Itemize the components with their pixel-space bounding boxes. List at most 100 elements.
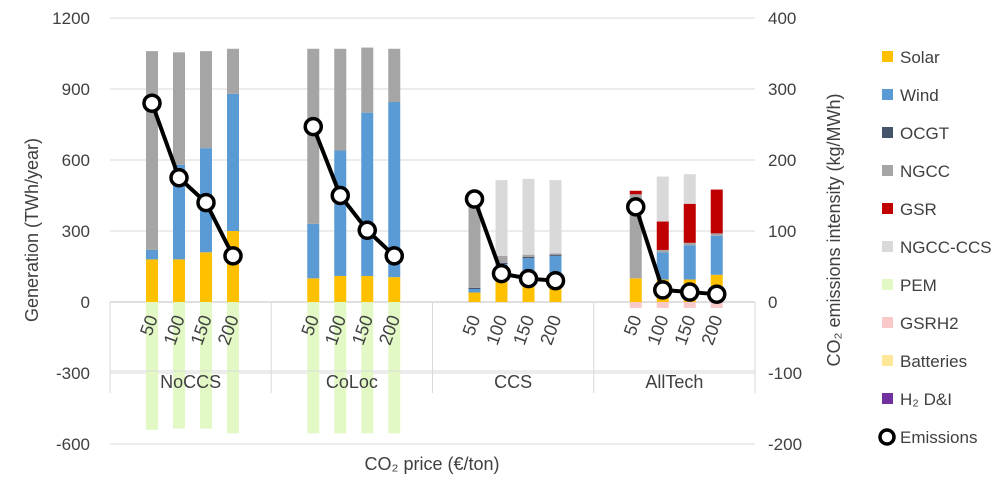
- bar-segment-ocgt: [495, 262, 508, 265]
- bar-segment-solar: [227, 231, 239, 302]
- bar-segment-gsrh2: [710, 302, 723, 308]
- stacked-bars: [146, 47, 723, 434]
- gridlines: [110, 17, 755, 445]
- group-label: CCS: [494, 372, 532, 392]
- legend-label: GSRH2: [900, 314, 959, 333]
- category-label: 50: [459, 313, 485, 339]
- category-label: 100: [643, 313, 672, 348]
- legend-swatch: [882, 89, 893, 100]
- bar-segment-ngcc: [334, 48, 347, 151]
- legend-label: Batteries: [900, 352, 967, 371]
- legend-label: Emissions: [900, 428, 977, 447]
- y-tick-label: 1200: [52, 9, 90, 28]
- y-tick-label: 900: [62, 80, 90, 99]
- emissions-point: [169, 168, 189, 188]
- emissions-point: [330, 185, 350, 206]
- bar-segment-ngcc: [710, 233, 723, 236]
- emissions-line-segment: [311, 125, 396, 258]
- y-tick-label: -600: [56, 435, 90, 454]
- legend-swatch: [882, 355, 893, 366]
- bar-segment-ngcc-ccs: [683, 174, 696, 204]
- legend-swatch: [882, 165, 893, 176]
- emissions-point: [707, 284, 727, 304]
- bar-segment-wind: [361, 112, 374, 276]
- bar-segment-gsrh2: [629, 302, 642, 308]
- bar-segment-ngcc: [495, 255, 508, 263]
- bar-segment-ngcc: [683, 242, 696, 246]
- bar-segment-gsr: [710, 189, 723, 234]
- bar-segment-solar: [361, 275, 374, 302]
- legend-label: PEM: [900, 276, 937, 295]
- bar-segment-ngcc: [656, 249, 669, 253]
- legend-label: H₂ D&I: [900, 390, 952, 409]
- bar-segment-gsr: [683, 203, 696, 243]
- bar-segment-ngcc-ccs: [656, 176, 669, 222]
- emissions-point: [303, 116, 323, 137]
- y2-axis-title: CO₂ emissions intensity (kg/MWh): [824, 93, 844, 366]
- y-tick-label: 0: [81, 293, 90, 312]
- legend-label: Wind: [900, 86, 939, 105]
- y-tick-label: 300: [62, 222, 90, 241]
- bar-segment-wind: [468, 288, 481, 293]
- bar-segment-ngcc: [227, 48, 239, 94]
- group-label: NoCCS: [160, 372, 221, 392]
- emissions-point: [142, 93, 162, 113]
- y-tick-label: -300: [56, 364, 90, 383]
- bar-segment-wind: [388, 102, 401, 278]
- y2-tick-label: 300: [768, 80, 796, 99]
- bar-segment-wind: [227, 93, 239, 231]
- y2-tick-label: 400: [768, 9, 796, 28]
- legend-swatch: [882, 317, 893, 328]
- legend-label: NGCC: [900, 162, 950, 181]
- emissions-line-segment: [633, 206, 717, 297]
- bar-segment-ngcc: [388, 48, 401, 103]
- emissions-line-segment: [472, 198, 556, 283]
- legend-label: GSR: [900, 200, 937, 219]
- category-label: 100: [482, 313, 511, 348]
- legend-label: OCGT: [900, 124, 949, 143]
- bar-segment-wind: [710, 235, 723, 275]
- bar-segment-gsrh2: [656, 302, 669, 308]
- bar-segment-ngcc: [522, 254, 535, 258]
- bar-segment-ocgt: [522, 257, 535, 259]
- bar-segment-ngcc: [200, 51, 212, 149]
- emissions-point: [626, 197, 646, 217]
- legend: Solar Wind OCGT NGCC GSR NGCC-CCS PEM GSRH2 Batt…: [878, 48, 992, 447]
- group-label: CoLoc: [326, 372, 378, 392]
- bar-segment-pem: [334, 302, 347, 434]
- bar-segment-pem: [388, 302, 401, 434]
- bar-segment-solar: [146, 259, 158, 302]
- legend-label: NGCC-CCS: [900, 238, 992, 257]
- category-label: 150: [670, 313, 699, 348]
- bar-segment-ngcc: [549, 253, 562, 255]
- emissions-line-segment: [150, 102, 235, 257]
- left-axis-ticks: -600 -300 0 300 600 900 1200: [52, 9, 90, 454]
- bar-segment-ngcc-ccs: [522, 178, 535, 255]
- legend-swatch: [882, 279, 893, 290]
- bar-segment-wind: [146, 249, 158, 260]
- bar-segment-pem: [173, 302, 185, 429]
- bar-segment-solar: [200, 252, 212, 302]
- emissions-point: [223, 246, 243, 266]
- y-axis-title: Generation (TWh/year): [22, 138, 42, 322]
- emissions-point: [545, 270, 566, 291]
- bar-segment-ngcc-ccs: [549, 180, 562, 254]
- emissions-point: [357, 220, 377, 241]
- emissions-point: [464, 189, 485, 209]
- y2-tick-label: -100: [768, 364, 802, 383]
- category-label: 50: [620, 313, 646, 339]
- emissions-line: [142, 93, 727, 304]
- bar-segment-wind: [334, 150, 347, 276]
- bar-segment-wind: [656, 252, 669, 280]
- legend-swatch: [882, 127, 893, 138]
- legend-swatch: [882, 393, 893, 404]
- bar-segment-pem: [200, 302, 212, 429]
- bar-segment-pem: [227, 302, 239, 434]
- bar-segment-ngcc: [173, 52, 185, 165]
- bar-segment-gsr: [656, 221, 669, 250]
- bar-segment-ocgt: [468, 287, 481, 289]
- bar-segment-ngcc: [361, 47, 374, 113]
- emissions-point: [653, 280, 673, 300]
- legend-swatch: [882, 203, 893, 214]
